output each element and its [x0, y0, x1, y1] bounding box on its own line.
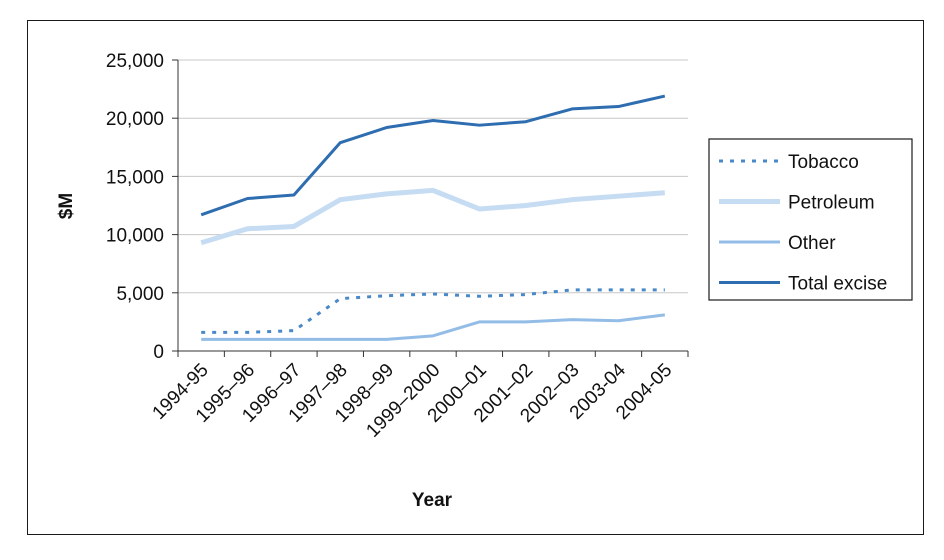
legend-box	[708, 138, 913, 301]
legend-label: Tobacco	[788, 152, 859, 173]
series-line-petroleum	[200, 187, 666, 246]
axes	[177, 60, 688, 352]
series-line-total-excise	[200, 94, 666, 217]
legend: Tobacco Petroleum Other Total excise	[708, 138, 913, 301]
series-lines	[200, 94, 666, 341]
legend-label: Other	[788, 233, 836, 254]
x-axis-ticks: 1994-951995–961996–971997–981998–991999–…	[149, 351, 689, 442]
series-line-tobacco	[201, 288, 665, 334]
y-axis-ticks: 0 5,000 10,000 15,000 20,000 25,000	[106, 51, 178, 363]
y-tick-label: 10,000	[106, 226, 164, 247]
series-line-other	[201, 313, 666, 341]
legend-label: Total excise	[788, 274, 887, 295]
y-tick-label: 0	[153, 342, 164, 363]
grid-lines	[178, 59, 688, 294]
y-tick-label: 20,000	[106, 109, 164, 130]
x-axis-label: Year	[412, 490, 453, 511]
legend-label: Petroleum	[788, 193, 875, 214]
y-tick-label: 5,000	[116, 284, 164, 305]
chart-frame	[27, 20, 924, 535]
y-tick-label: 25,000	[106, 51, 164, 72]
y-tick-label: 15,000	[106, 167, 164, 188]
y-axis-label: $M	[56, 193, 77, 219]
